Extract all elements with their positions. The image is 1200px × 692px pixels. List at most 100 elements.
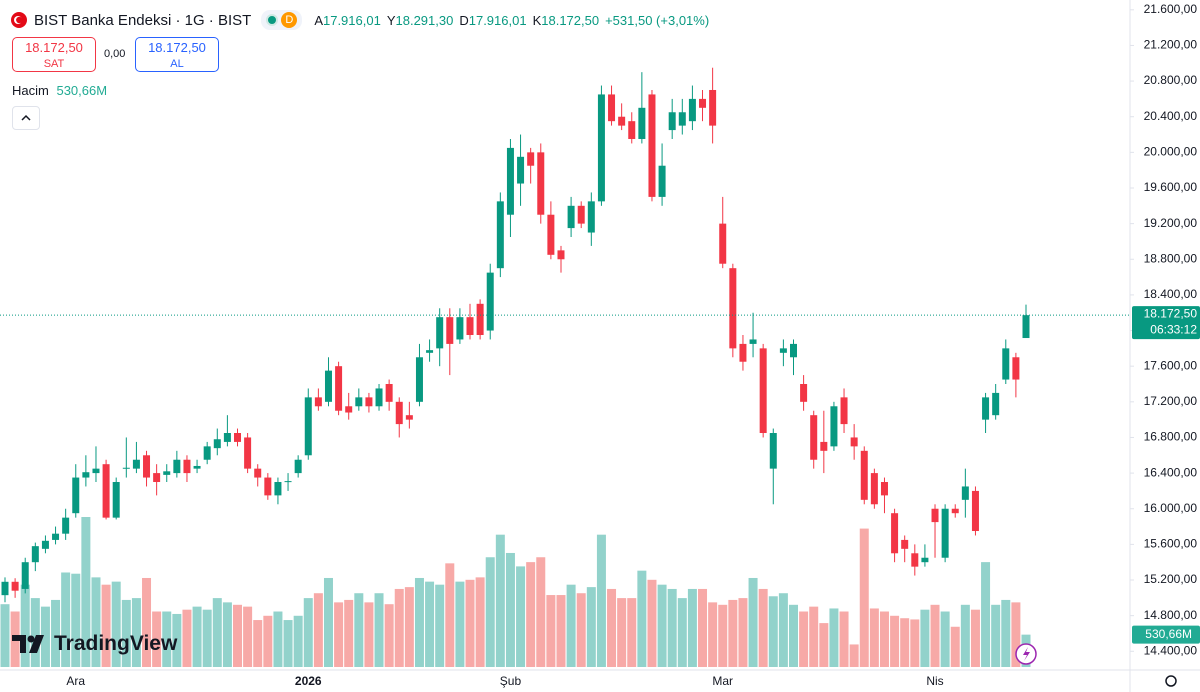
candle-body — [365, 397, 373, 407]
candle-body — [203, 446, 211, 460]
volume-bar — [364, 602, 374, 667]
volume-bar — [940, 611, 950, 667]
candle-body — [1022, 315, 1030, 339]
volume-bar — [788, 604, 798, 667]
candle-body — [335, 366, 343, 411]
candle-body — [830, 406, 838, 447]
candle-body — [648, 94, 656, 197]
volume-bar — [718, 604, 728, 667]
candle-body — [11, 581, 19, 591]
candle-body — [577, 205, 585, 224]
volume-bar — [445, 563, 455, 667]
sell-button[interactable]: 18.172,50 SAT — [12, 37, 96, 72]
candle-body — [618, 116, 626, 126]
volume-bar — [809, 606, 819, 667]
y-tick-label: 15.200,00 — [1144, 572, 1198, 586]
candle-body — [385, 384, 393, 402]
volume-bar — [192, 606, 202, 667]
volume-title: Hacim — [12, 83, 49, 98]
candle-body — [1012, 357, 1020, 380]
volume-bar — [475, 577, 485, 667]
ohlc-value: 18.172,50 — [541, 12, 600, 28]
candle-body — [860, 450, 868, 500]
volume-bar — [778, 593, 788, 667]
candle-body — [608, 94, 616, 122]
candle-body — [415, 357, 423, 402]
volume-bar — [404, 587, 414, 667]
volume-value: 530,66M — [56, 83, 108, 98]
candle-body — [284, 481, 292, 483]
y-tick-label: 15.600,00 — [1144, 537, 1198, 551]
candle-body — [132, 459, 140, 469]
x-tick-label: Ara — [66, 674, 85, 688]
candle-body — [901, 539, 909, 549]
ohlc-legend: A17.916,01 Y18.291,30 D17.916,01 K18.172,50 — [314, 13, 599, 28]
volume-bar — [708, 602, 718, 667]
candle-body — [527, 152, 535, 166]
volume-bar — [869, 608, 879, 667]
candle-body — [213, 439, 221, 449]
candle-body — [314, 397, 322, 407]
ohlc-item: Y18.291,30 — [387, 13, 454, 28]
candle-body — [264, 477, 272, 496]
volume-bar — [61, 572, 71, 667]
volume-bar — [667, 588, 677, 667]
volume-bar — [758, 588, 768, 667]
y-tick-label: 19.600,00 — [1144, 180, 1198, 194]
candle-body — [112, 482, 120, 518]
volume-bar — [950, 626, 960, 667]
volume-bar — [263, 615, 273, 667]
volume-bar — [970, 609, 980, 667]
volume-bar — [253, 620, 263, 667]
volume-bar — [930, 604, 940, 667]
volume-bar — [516, 566, 526, 667]
candle-body — [274, 482, 282, 496]
settings-icon — [1165, 675, 1177, 687]
volume-bar — [152, 611, 162, 667]
candle-body — [709, 89, 717, 126]
volume-bar — [576, 593, 586, 667]
volume-bar — [849, 644, 859, 667]
x-tick-label: Mar — [712, 674, 733, 688]
candle-body — [496, 201, 504, 269]
volume-bar — [687, 588, 697, 667]
volume-bar — [607, 588, 617, 667]
volume-bar — [414, 577, 424, 667]
candle-body — [426, 350, 434, 353]
logo[interactable]: TradingView — [12, 632, 177, 656]
y-tick-label: 16.000,00 — [1144, 501, 1198, 515]
market-dot — [266, 14, 279, 26]
candle-body — [436, 317, 444, 349]
candle-body — [143, 455, 151, 478]
candle-body — [779, 348, 787, 353]
x-tick-label: Şub — [500, 674, 522, 688]
collapse-button[interactable] — [12, 106, 40, 130]
ohlc-item: D17.916,01 — [459, 13, 526, 28]
candle-body — [324, 370, 332, 402]
countdown: 06:33:12 — [1150, 322, 1197, 336]
volume-bar — [455, 581, 465, 667]
symbol-title[interactable]: BIST Banka Endeksi · 1G · BIST — [34, 11, 252, 29]
volume-bar — [1001, 599, 1011, 667]
volume-bar — [526, 562, 536, 667]
volume-bar — [374, 593, 384, 667]
candle-body — [769, 433, 777, 469]
y-tick-label: 21.600,00 — [1144, 2, 1198, 16]
volume-bar — [1011, 602, 1021, 667]
y-tick-label: 21.200,00 — [1144, 38, 1198, 52]
volume-bar — [920, 609, 930, 667]
change: +531,50 (+3,01%) — [605, 12, 710, 28]
ohlc-label: K — [532, 12, 542, 28]
buy-button[interactable]: 18.172,50 AL — [135, 37, 219, 72]
volume-bar — [657, 584, 667, 667]
volume-bar — [384, 604, 394, 667]
candle-body — [234, 433, 242, 442]
volume-bar — [202, 609, 212, 667]
volume-bar — [829, 608, 839, 667]
candle-body — [961, 486, 969, 500]
candle-body — [456, 317, 464, 340]
flag-icon — [11, 12, 27, 28]
candle-body — [304, 397, 312, 456]
volume-bar — [334, 602, 344, 667]
